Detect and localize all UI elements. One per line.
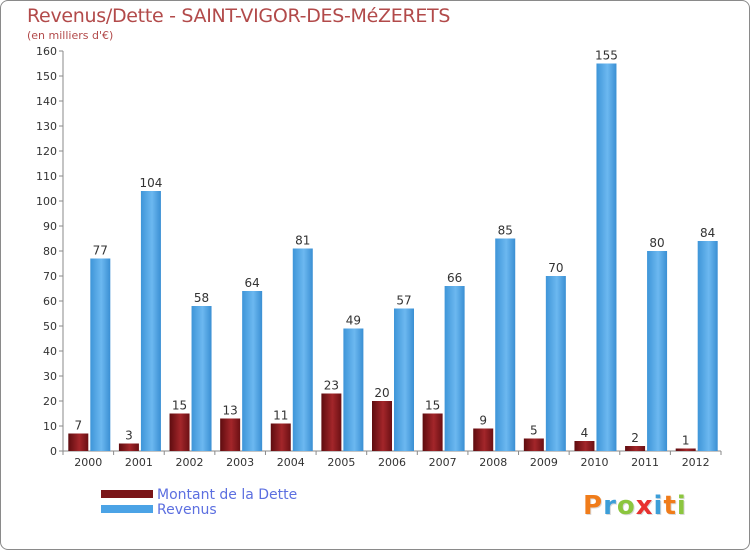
logo-letter: i — [676, 491, 687, 521]
bar-revenus — [140, 191, 161, 451]
y-tick-label: 60 — [43, 295, 57, 308]
y-tick-label: 150 — [36, 70, 57, 83]
bar-dette — [675, 448, 696, 451]
bar-revenus — [90, 258, 111, 451]
proxiti-logo: Proxiti — [583, 491, 687, 521]
bar-dette — [169, 413, 190, 451]
x-tick-label: 2008 — [479, 456, 507, 469]
bar-revenus — [191, 306, 212, 451]
y-tick-label: 70 — [43, 270, 57, 283]
logo-letter: o — [616, 491, 636, 521]
legend-label-revenus: Revenus — [157, 502, 217, 518]
y-tick-label: 80 — [43, 245, 57, 258]
bar-dette — [422, 413, 443, 451]
y-tick-label: 0 — [50, 445, 57, 458]
data-label-dette: 2 — [631, 431, 639, 445]
bar-dette — [372, 401, 392, 451]
y-tick-label: 110 — [36, 170, 57, 183]
x-tick-label: 2012 — [682, 456, 710, 469]
bar-revenus — [444, 286, 465, 451]
x-tick-label: 2004 — [277, 456, 305, 469]
y-tick-label: 140 — [36, 95, 57, 108]
y-tick-label: 160 — [36, 45, 57, 58]
x-tick-label: 2010 — [580, 456, 608, 469]
bar-dette — [473, 428, 494, 451]
y-tick-label: 130 — [36, 120, 57, 133]
bar-dette — [321, 393, 342, 451]
bar-dette — [68, 433, 89, 451]
y-tick-label: 50 — [43, 320, 57, 333]
legend-swatch-revenus — [101, 505, 153, 513]
chart-title: Revenus/Dette - SAINT-VIGOR-DES-MéZERETS — [27, 5, 451, 27]
data-label-revenus: 80 — [649, 236, 664, 250]
x-tick-label: 2009 — [530, 456, 558, 469]
y-tick-label: 30 — [43, 370, 57, 383]
logo-letter: r — [603, 491, 617, 521]
bar-revenus — [394, 308, 414, 451]
logo-letter: P — [583, 491, 604, 521]
legend-label-dette: Montant de la Dette — [157, 487, 298, 503]
data-label-dette: 9 — [479, 414, 487, 428]
data-label-revenus: 104 — [139, 176, 162, 190]
x-tick-label: 2001 — [125, 456, 153, 469]
bar-revenus — [292, 248, 313, 451]
x-tick-label: 2005 — [327, 456, 355, 469]
bar-revenus — [495, 238, 516, 451]
bar-dette — [270, 423, 291, 451]
data-label-dette: 3 — [125, 429, 133, 443]
y-tick-label: 120 — [36, 145, 57, 158]
data-label-revenus: 58 — [194, 291, 209, 305]
data-label-revenus: 70 — [548, 261, 563, 275]
logo-letter: t — [663, 491, 677, 521]
data-label-revenus: 64 — [245, 276, 260, 290]
data-label-dette: 4 — [581, 426, 589, 440]
data-label-dette: 11 — [273, 409, 288, 423]
y-tick-label: 20 — [43, 395, 57, 408]
data-label-revenus: 66 — [447, 271, 462, 285]
x-tick-label: 2002 — [176, 456, 204, 469]
data-label-dette: 15 — [425, 399, 440, 413]
legend-swatch-dette — [101, 490, 153, 498]
bar-dette — [574, 441, 595, 451]
data-label-revenus: 49 — [346, 314, 361, 328]
data-label-revenus: 77 — [93, 244, 108, 258]
data-label-dette: 20 — [374, 386, 389, 400]
bar-revenus — [697, 241, 718, 451]
y-tick-label: 100 — [36, 195, 57, 208]
bar-dette — [523, 438, 544, 451]
x-tick-label: 2011 — [631, 456, 659, 469]
logo-letter: i — [653, 491, 664, 521]
data-label-dette: 23 — [324, 379, 339, 393]
bar-revenus — [242, 291, 263, 451]
chart-subtitle: (en milliers d'€) — [27, 29, 114, 42]
data-label-dette: 5 — [530, 424, 538, 438]
bar-dette — [220, 418, 241, 451]
data-label-revenus: 85 — [498, 224, 513, 238]
bar-dette — [118, 443, 139, 451]
x-tick-label: 2003 — [226, 456, 254, 469]
bar-dette — [625, 446, 646, 451]
data-label-dette: 15 — [172, 399, 187, 413]
x-tick-label: 2006 — [378, 456, 406, 469]
data-label-dette: 13 — [223, 404, 238, 418]
data-label-revenus: 81 — [295, 234, 310, 248]
bar-revenus — [596, 63, 617, 451]
data-label-revenus: 57 — [396, 294, 411, 308]
bar-revenus — [647, 251, 668, 451]
data-label-dette: 7 — [74, 419, 82, 433]
data-label-revenus: 155 — [595, 49, 618, 63]
data-label-dette: 1 — [682, 434, 690, 448]
y-tick-label: 90 — [43, 220, 57, 233]
x-tick-label: 2007 — [429, 456, 457, 469]
bar-revenus — [343, 328, 364, 451]
data-label-revenus: 84 — [700, 226, 715, 240]
y-tick-label: 40 — [43, 345, 57, 358]
y-tick-label: 10 — [43, 420, 57, 433]
x-tick-label: 2000 — [74, 456, 102, 469]
bar-revenus — [545, 276, 566, 451]
logo-letter: x — [635, 491, 654, 521]
